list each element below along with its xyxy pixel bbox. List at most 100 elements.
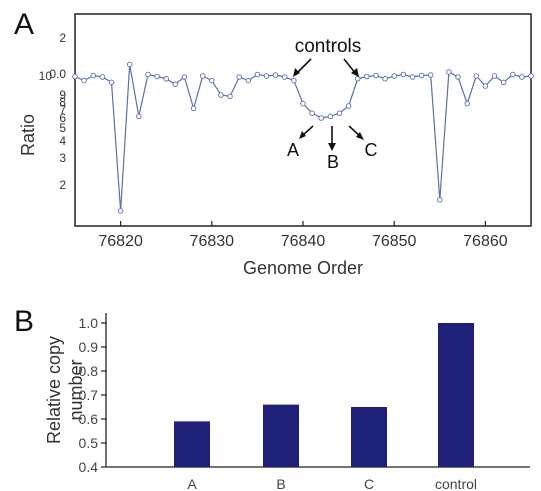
panel-a-series-line [74, 64, 532, 211]
panel-b-y-ticks: 0.4 0.5 0.6 0.7 0.8 0.9 1.0 [79, 315, 106, 475]
panel-a-data-point [327, 113, 334, 120]
annotation-controls: controls [295, 36, 362, 57]
panel-a-data-point [318, 115, 324, 121]
annotation-a: A [287, 140, 299, 160]
panel-b-x-tick-label: control [435, 476, 477, 491]
panel-a-y-tick-label: 9 [59, 88, 66, 102]
panel-b-bar [351, 407, 387, 467]
panel-a-data-point [154, 73, 160, 80]
panel-a-data-point [99, 74, 106, 80]
panel-a-data-point [491, 73, 498, 79]
panel-b-y-tick-label: 0.5 [79, 435, 99, 451]
panel-a-y-tick-label: 5 [59, 121, 66, 135]
panel-a-x-ticks: 76820 76830 76840 76850 76860 [98, 221, 508, 250]
panel-b-y-tick-label: 0.6 [79, 411, 99, 427]
panel-a-y-tick-label: 4 [59, 134, 66, 148]
panel-a-data-point [427, 72, 434, 78]
panel-a-data-point [382, 76, 388, 82]
panel-b-y-axis-label-line1: Relative copy [44, 336, 64, 444]
panel-a-data-point [181, 74, 188, 80]
panel-a-data-point [373, 72, 379, 79]
panel-a-data-point [309, 110, 315, 116]
arrowhead-controls-right [351, 68, 359, 77]
panel-b-y-tick-label: 1.0 [79, 315, 99, 331]
panel-a-data-point [409, 74, 416, 80]
panel-a-data-point [272, 72, 279, 78]
panel-a-y-tick-label: 3 [59, 151, 66, 165]
panel-a-data-point [108, 79, 115, 86]
panel-a-data-point [81, 77, 87, 84]
arrowhead-c [356, 132, 364, 140]
panel-a-data-point [400, 71, 407, 78]
panel-b-y-tick-label: 0.9 [79, 339, 99, 355]
panel-a-data-point [236, 74, 242, 80]
panel-a-y-tick-label: 8 [59, 95, 66, 109]
panel-b-x-tick-label: B [276, 476, 285, 491]
panel-a-y-axis-label: Ratio [18, 114, 38, 156]
panel-a-data-point [418, 72, 425, 79]
panel-a-data-point [190, 105, 197, 112]
panel-a-data-point [163, 76, 169, 82]
panel-b-label: B [14, 305, 34, 338]
panel-a-data-point [72, 73, 78, 80]
panel-a-series [72, 61, 534, 214]
panel-a-data-point [263, 73, 270, 79]
panel-b-x-tick-label: A [187, 476, 197, 491]
panel-a-y-tick-label: 2 [59, 31, 66, 45]
panel-b-y-axis-label: Relative copy number [44, 336, 86, 444]
panel-a-data-point [464, 100, 470, 107]
panel-a-data-point [291, 77, 297, 84]
panel-a-data-point [282, 74, 288, 80]
panel-a-x-tick-label: 76850 [372, 233, 417, 250]
panel-a-data-point [126, 61, 133, 68]
panel-b-y-tick-label: 0.7 [79, 387, 99, 403]
panel-a-data-point [455, 74, 461, 80]
panel-a-data-point [345, 103, 352, 109]
panel-a-x-tick-label: 76830 [190, 233, 235, 250]
arrowhead-controls-left [293, 68, 300, 77]
panel-a-data-point [145, 71, 151, 78]
panel-a: A Ratio Genome Order 76820 76830 76840 7685… [14, 8, 534, 278]
panel-a-x-tick-label: 76860 [463, 233, 508, 250]
panel-a-data-point [519, 74, 525, 80]
panel-a-annotations: controls A B C [287, 36, 378, 172]
panel-a-data-point [90, 72, 96, 79]
panel-a-data-point [136, 113, 142, 120]
panel-a-data-point [117, 208, 124, 214]
panel-a-data-point [227, 93, 233, 100]
panel-a-data-point [218, 92, 224, 98]
panel-a-x-tick-label: 76820 [98, 233, 143, 250]
panel-a-data-point [172, 81, 179, 87]
panel-a-data-point [473, 73, 480, 79]
panel-b: B Relative copy number 0.4 0.5 0.6 0.7 0.8 0.9… [14, 305, 530, 491]
panel-b-y-tick-label: 0.8 [79, 363, 99, 379]
panel-a-data-point [510, 71, 516, 78]
panel-a-x-tick-label: 76840 [281, 233, 326, 250]
panel-a-data-point [364, 73, 370, 80]
annotation-b: B [327, 152, 339, 172]
panel-a-data-point [391, 73, 397, 79]
panel-a-data-point [245, 77, 252, 84]
panel-a-data-point [354, 76, 361, 82]
panel-a-data-point [500, 79, 507, 86]
panel-a-data-point [209, 77, 215, 84]
panel-a-data-point [336, 110, 343, 116]
annotation-c: C [365, 140, 378, 160]
panel-a-y-tick-label: 10 [39, 69, 53, 83]
panel-b-bar [174, 421, 210, 467]
panel-a-y-tick-label: 2 [59, 178, 66, 192]
panel-b-x-tick-label: C [364, 476, 374, 491]
arrowhead-a [299, 131, 306, 139]
panel-a-y-tick-label: 0.0 [49, 67, 66, 81]
arrowhead-b [328, 143, 336, 151]
panel-b-bar [438, 323, 474, 467]
panel-a-y-tick-label: 7 [59, 103, 66, 117]
panel-b-y-tick-label: 0.4 [79, 459, 99, 475]
panel-a-data-point [254, 71, 261, 78]
panel-a-data-point [437, 197, 443, 203]
panel-a-x-axis-label: Genome Order [243, 258, 363, 278]
panel-a-data-point [300, 100, 306, 107]
